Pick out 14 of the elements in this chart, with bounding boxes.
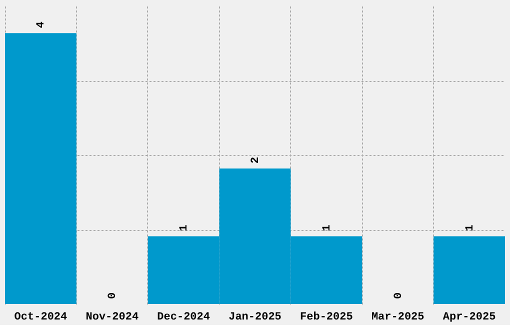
data-label: 0 — [107, 292, 120, 299]
data-label: 1 — [321, 224, 334, 232]
x-tick-label: Apr-2025 — [442, 312, 496, 324]
x-tick-label: Dec-2024 — [157, 312, 210, 324]
data-label: 0 — [392, 292, 405, 299]
data-label: 2 — [250, 156, 262, 164]
x-tick-label: Nov-2024 — [86, 312, 139, 324]
x-tick-label: Jan-2025 — [228, 312, 282, 324]
x-tick-label: Mar-2025 — [371, 312, 425, 324]
x-tick-label: Oct-2024 — [14, 312, 68, 324]
data-label: 4 — [36, 21, 48, 28]
data-label: 1 — [464, 224, 476, 232]
x-tick-label: Feb-2025 — [300, 312, 354, 324]
data-label: 1 — [178, 224, 191, 232]
